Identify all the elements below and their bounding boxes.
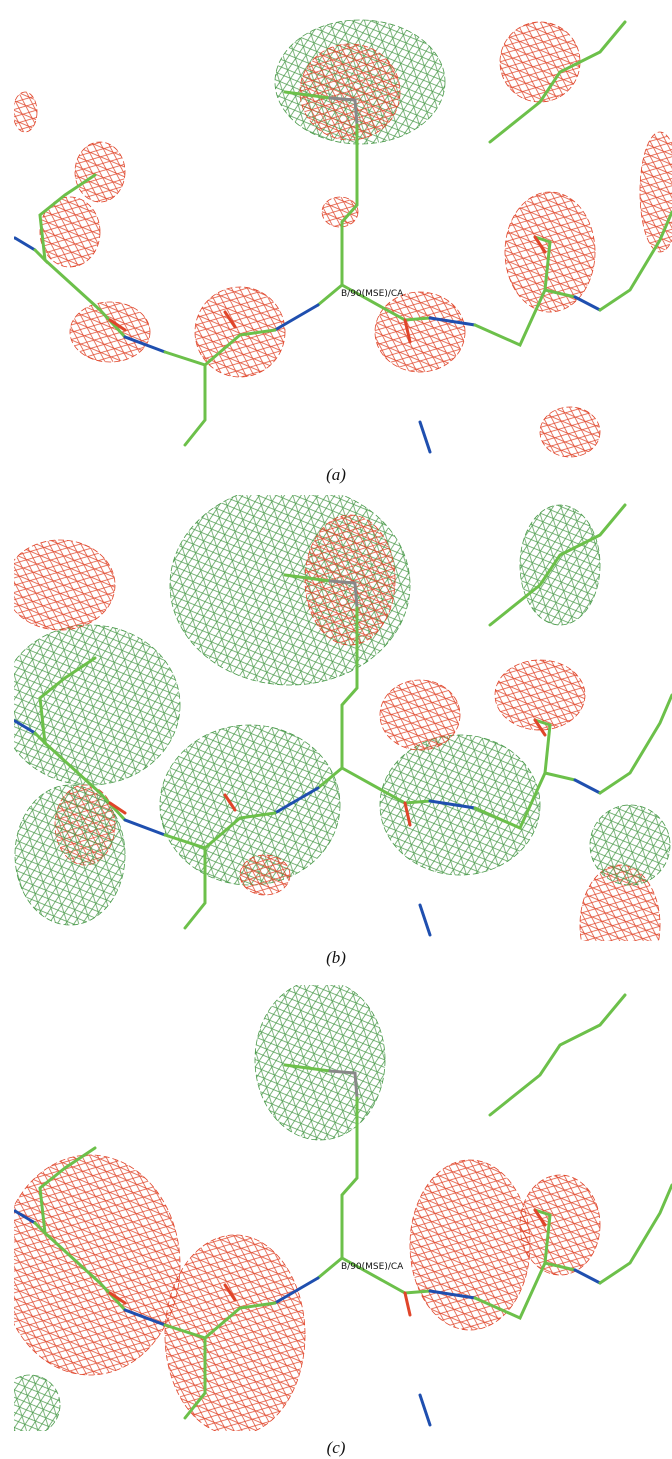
density-mesh bbox=[240, 855, 290, 895]
density-mesh bbox=[300, 44, 400, 140]
panel-caption: (b) bbox=[326, 948, 346, 967]
panel-caption: (c) bbox=[327, 1438, 346, 1457]
density-mesh bbox=[0, 625, 180, 785]
density-mesh bbox=[380, 680, 460, 750]
density-mesh bbox=[0, 1155, 180, 1375]
panel-image: B/90(MSE)/CA bbox=[0, 980, 672, 1435]
density-mesh bbox=[590, 805, 670, 885]
density-mesh bbox=[70, 302, 150, 362]
density-mesh bbox=[520, 1175, 600, 1275]
panel: B/90(MSE)/CA bbox=[0, 980, 672, 1435]
density-mesh bbox=[520, 505, 600, 625]
density-mesh bbox=[255, 980, 385, 1140]
density-mesh bbox=[410, 1160, 530, 1330]
panel: B/90(MSE)/CA bbox=[0, 20, 672, 457]
panel-image: B/90(MSE)/CA bbox=[0, 20, 672, 457]
density-mesh bbox=[0, 1375, 60, 1435]
figure: B/90(MSE)/CA (a) (b) B/90(MSE)/CA (c) bbox=[0, 0, 672, 1459]
density-mesh bbox=[75, 142, 125, 202]
density-mesh bbox=[375, 292, 465, 372]
density-mesh bbox=[13, 92, 37, 132]
density-mesh bbox=[5, 540, 115, 630]
atom-label: B/90(MSE)/CA bbox=[341, 289, 404, 299]
density-mesh bbox=[540, 407, 600, 457]
density-mesh bbox=[165, 1235, 305, 1435]
panel-caption: (a) bbox=[326, 465, 346, 484]
atom-label: B/90(MSE)/CA bbox=[341, 1262, 404, 1272]
density-mesh bbox=[495, 660, 585, 730]
panel-image bbox=[0, 485, 672, 985]
panel bbox=[0, 485, 672, 985]
density-mesh bbox=[15, 785, 125, 925]
density-mesh bbox=[640, 132, 672, 252]
density-mesh bbox=[500, 22, 580, 102]
